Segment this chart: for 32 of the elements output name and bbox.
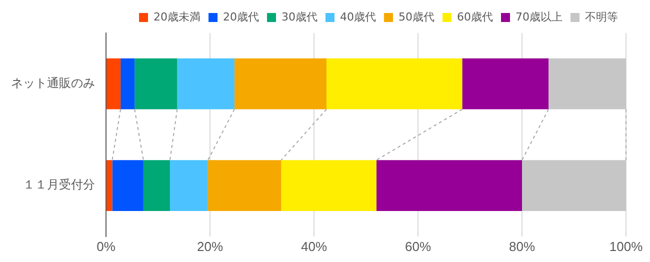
bar (170, 160, 208, 211)
bar (522, 160, 626, 211)
x-tick-label: 80% (508, 238, 536, 254)
legend-label: 60歳代 (457, 10, 494, 24)
bar (462, 58, 549, 110)
bar (326, 58, 462, 110)
bar (548, 58, 626, 110)
legend-label: 40歳代 (340, 10, 376, 24)
bar (106, 58, 121, 110)
bar (234, 58, 326, 110)
bar (281, 160, 376, 211)
bar (134, 58, 178, 110)
bar (177, 58, 234, 110)
y-tick-label: １１月受付分 (23, 178, 95, 192)
bar (106, 160, 112, 211)
x-tick-label: 60% (404, 238, 432, 254)
x-tick-label: 0% (96, 238, 116, 254)
x-tick-label: 100% (609, 238, 644, 254)
bar (208, 160, 282, 211)
bar (112, 160, 144, 211)
legend-label: 20歳代 (223, 10, 260, 24)
bar (143, 160, 170, 211)
x-tick-label: 20% (196, 238, 224, 254)
x-tick-label: 40% (300, 238, 328, 254)
legend-label: 70歳以上 (516, 10, 563, 24)
legend-label: 50歳代 (398, 10, 435, 24)
y-tick-label: ネット通販のみ (11, 76, 95, 90)
bar (120, 58, 135, 110)
bar (376, 160, 522, 211)
legend-label: 不明等 (585, 10, 618, 24)
legend-label: 30歳代 (282, 10, 318, 24)
legend-label: 20歳未満 (154, 10, 201, 24)
